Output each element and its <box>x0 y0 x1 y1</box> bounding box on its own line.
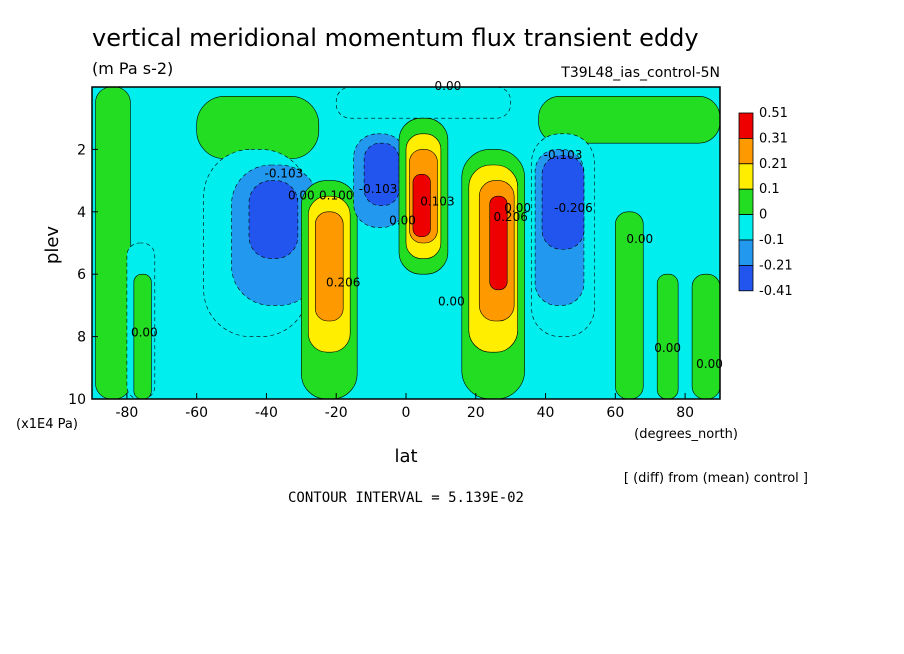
x-axis-units: (degrees_north) <box>634 427 738 442</box>
chart-units: (m Pa s-2) <box>92 59 173 78</box>
contour-region-11 <box>363 142 400 206</box>
y-tick-label-1: 4 <box>77 205 86 221</box>
x-tick-label-1: -60 <box>185 405 208 421</box>
plot-area: 0.00 -0.103 -0.103 -0.103 0.00 0.100 0.00 0.103… <box>68 79 723 421</box>
y-tick-label-0: 2 <box>77 142 86 158</box>
contour-interval: CONTOUR INTERVAL = 5.139E-02 <box>288 490 524 506</box>
contour-region-0 <box>95 86 131 400</box>
contour-label-16: 0.00 <box>696 357 723 371</box>
contour-fills <box>95 86 721 400</box>
y-axis-label: plev <box>42 226 63 265</box>
legend-level-2: 0.21 <box>759 157 788 172</box>
contour-label-11: -0.206 <box>554 201 593 215</box>
legend-level-3: 0.1 <box>759 182 780 197</box>
legend-level-1: 0.31 <box>759 131 788 146</box>
legend-level-0: 0.51 <box>759 106 788 121</box>
contour-label-3: -0.103 <box>544 148 583 162</box>
legend-level-5: -0.1 <box>759 233 784 248</box>
contour-label-10: 0.00 <box>504 201 531 215</box>
x-tick-label-6: 40 <box>537 405 555 421</box>
contour-labels: 0.00 -0.103 -0.103 -0.103 0.00 0.100 0.00 0.103… <box>131 79 723 371</box>
legend-swatch-2 <box>738 163 754 190</box>
x-tick-label-8: 80 <box>676 405 694 421</box>
legend-level-7: -0.41 <box>759 284 793 299</box>
y-axis-ticks: 2 4 6 8 10 <box>68 142 98 408</box>
y-tick-label-4: 10 <box>68 392 86 408</box>
contour-label-0: 0.00 <box>435 79 462 93</box>
contour-label-12: 0.00 <box>626 232 653 246</box>
contour-region-25 <box>691 273 721 400</box>
x-axis-ticks: -80 -60 -40 -20 0 20 40 60 80 <box>115 393 694 421</box>
contour-region-19 <box>489 195 508 291</box>
x-tick-label-3: -20 <box>325 405 348 421</box>
y-axis-units: (x1E4 Pa) <box>16 417 78 432</box>
contour-region-9 <box>314 211 344 322</box>
contour-region-6 <box>248 180 299 259</box>
legend-swatch-3 <box>738 188 754 215</box>
y-tick-label-3: 8 <box>77 330 86 346</box>
contour-label-1: -0.103 <box>265 166 304 180</box>
legend-swatch-6 <box>738 264 754 292</box>
contour-label-14: 0.00 <box>131 326 158 340</box>
contour-label-15: 0.00 <box>654 341 681 355</box>
contour-label-7: 0.103 <box>420 195 454 209</box>
x-tick-label-4: 0 <box>402 405 411 421</box>
x-tick-label-0: -80 <box>115 405 138 421</box>
contour-region-22 <box>541 155 585 250</box>
y-tick-label-2: 6 <box>77 267 86 283</box>
contour-region-24 <box>656 273 679 400</box>
legend-swatch-0 <box>738 112 754 139</box>
x-tick-label-7: 60 <box>606 405 624 421</box>
contour-label-5: 0.100 <box>319 188 353 202</box>
contour-label-13: 0.00 <box>438 294 465 308</box>
diff-note: [ (diff) from (mean) control ] <box>624 471 808 486</box>
contour-label-2: -0.103 <box>359 182 398 196</box>
colorbar-legend: 0.51 0.31 0.21 0.1 0 -0.1 -0.21 -0.41 <box>738 106 793 299</box>
contour-label-8: 0.206 <box>493 210 527 224</box>
legend-swatch-4 <box>738 214 754 241</box>
chart-title: vertical meridional momentum flux transi… <box>92 24 699 52</box>
contour-label-9: 0.206 <box>326 276 360 290</box>
legend-swatch-5 <box>738 239 754 266</box>
contour-region-2 <box>335 86 511 119</box>
legend-level-6: -0.21 <box>759 258 793 273</box>
legend-swatch-1 <box>738 137 754 165</box>
contour-region-15 <box>412 174 431 238</box>
x-axis-label: lat <box>394 446 417 467</box>
x-tick-label-2: -40 <box>255 405 278 421</box>
legend-level-4: 0 <box>759 208 767 223</box>
x-tick-label-5: 20 <box>467 405 485 421</box>
contour-label-6: 0.00 <box>389 213 416 227</box>
contour-label-4: 0.00 <box>288 188 315 202</box>
experiment-label: T39L48_ias_control-5N <box>560 65 720 81</box>
